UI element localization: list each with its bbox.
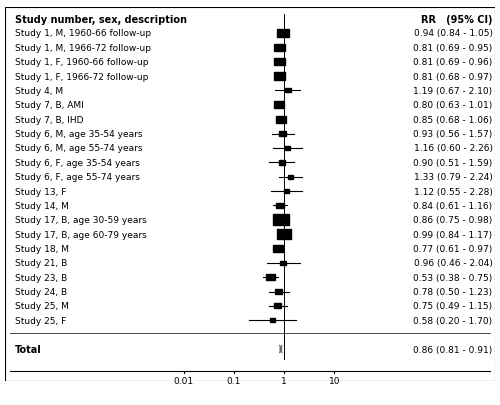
Text: Study 13, F: Study 13, F [15, 187, 66, 196]
Text: RR   (95% CI): RR (95% CI) [421, 15, 492, 25]
Bar [278, 230, 290, 239]
Text: Study 1, F, 1966-72 follow-up: Study 1, F, 1966-72 follow-up [15, 72, 148, 81]
Text: 1.12 (0.55 - 2.28): 1.12 (0.55 - 2.28) [414, 187, 492, 196]
Text: 0.75 (0.49 - 1.15): 0.75 (0.49 - 1.15) [414, 302, 492, 311]
Text: 0.81 (0.68 - 0.97): 0.81 (0.68 - 0.97) [414, 72, 492, 81]
Text: Study 18, M: Study 18, M [15, 244, 69, 254]
Text: 10: 10 [328, 376, 340, 386]
Bar [273, 215, 288, 226]
Bar [270, 319, 275, 322]
Text: 1.19 (0.67 - 2.10): 1.19 (0.67 - 2.10) [414, 87, 492, 96]
Text: Study 7, B, AMI: Study 7, B, AMI [15, 101, 84, 110]
Text: 0.58 (0.20 - 1.70): 0.58 (0.20 - 1.70) [414, 316, 492, 325]
Bar [285, 89, 290, 93]
Bar [288, 175, 293, 179]
Text: 0.96 (0.46 - 2.04): 0.96 (0.46 - 2.04) [414, 259, 492, 268]
Bar [274, 245, 283, 252]
Bar [274, 304, 281, 309]
Polygon shape [280, 345, 282, 353]
Text: 0.90 (0.51 - 1.59): 0.90 (0.51 - 1.59) [414, 158, 492, 167]
Text: 0.80 (0.63 - 1.01): 0.80 (0.63 - 1.01) [414, 101, 492, 110]
Text: 1.16 (0.60 - 2.26): 1.16 (0.60 - 2.26) [414, 144, 492, 153]
Bar [276, 30, 289, 38]
Text: 0.01: 0.01 [174, 376, 194, 386]
Bar [280, 132, 286, 136]
Bar [276, 203, 284, 209]
Bar [266, 274, 275, 281]
Text: 0.1: 0.1 [227, 376, 241, 386]
Bar [284, 190, 290, 194]
Bar [274, 59, 285, 66]
Text: 0.77 (0.61 - 0.97): 0.77 (0.61 - 0.97) [414, 244, 492, 254]
Text: 0.81 (0.69 - 0.95): 0.81 (0.69 - 0.95) [414, 44, 492, 53]
Text: 0.86 (0.75 - 0.98): 0.86 (0.75 - 0.98) [414, 216, 492, 225]
Bar [276, 116, 285, 124]
Text: Study 25, M: Study 25, M [15, 302, 68, 311]
Bar [274, 73, 285, 81]
Text: 0.93 (0.56 - 1.57): 0.93 (0.56 - 1.57) [414, 130, 492, 139]
Text: Total: Total [15, 344, 42, 354]
Text: Study 23, B: Study 23, B [15, 273, 67, 282]
Text: Study 24, B: Study 24, B [15, 288, 67, 296]
Text: Study 17, B, age 60-79 years: Study 17, B, age 60-79 years [15, 230, 146, 239]
Text: Study 6, F, age 35-54 years: Study 6, F, age 35-54 years [15, 158, 140, 167]
Text: Study 6, F, age 55-74 years: Study 6, F, age 55-74 years [15, 173, 140, 182]
Bar [274, 102, 284, 109]
Text: Study 14, M: Study 14, M [15, 201, 68, 210]
Bar [278, 161, 285, 165]
Text: Study 6, M, age 35-54 years: Study 6, M, age 35-54 years [15, 130, 142, 139]
Text: 1.33 (0.79 - 2.24): 1.33 (0.79 - 2.24) [414, 173, 492, 182]
Text: Study 17, B, age 30-59 years: Study 17, B, age 30-59 years [15, 216, 146, 225]
Text: 0.81 (0.69 - 0.96): 0.81 (0.69 - 0.96) [414, 58, 492, 67]
Text: 1: 1 [282, 376, 287, 386]
Text: Study 4, M: Study 4, M [15, 87, 63, 96]
Text: 0.84 (0.61 - 1.16): 0.84 (0.61 - 1.16) [414, 201, 492, 210]
Text: Study 1, M, 1966-72 follow-up: Study 1, M, 1966-72 follow-up [15, 44, 151, 53]
Text: 0.53 (0.38 - 0.75): 0.53 (0.38 - 0.75) [414, 273, 492, 282]
Text: Study number, sex, description: Study number, sex, description [15, 15, 187, 25]
Bar [284, 147, 290, 151]
Text: Study 1, F, 1960-66 follow-up: Study 1, F, 1960-66 follow-up [15, 58, 148, 67]
Text: 0.99 (0.84 - 1.17): 0.99 (0.84 - 1.17) [414, 230, 492, 239]
Text: 0.86 (0.81 - 0.91): 0.86 (0.81 - 0.91) [414, 345, 492, 354]
Bar [276, 290, 282, 294]
Bar [280, 261, 286, 265]
Text: Study 25, F: Study 25, F [15, 316, 66, 325]
Text: 0.78 (0.50 - 1.23): 0.78 (0.50 - 1.23) [414, 288, 492, 296]
Text: 0.85 (0.68 - 1.06): 0.85 (0.68 - 1.06) [414, 115, 492, 124]
Text: Study 21, B: Study 21, B [15, 259, 67, 268]
Text: Study 6, M, age 55-74 years: Study 6, M, age 55-74 years [15, 144, 142, 153]
Text: 0.94 (0.84 - 1.05): 0.94 (0.84 - 1.05) [414, 30, 492, 38]
Bar [274, 45, 285, 52]
Text: Study 1, M, 1960-66 follow-up: Study 1, M, 1960-66 follow-up [15, 30, 151, 38]
Text: Study 7, B, IHD: Study 7, B, IHD [15, 115, 84, 124]
